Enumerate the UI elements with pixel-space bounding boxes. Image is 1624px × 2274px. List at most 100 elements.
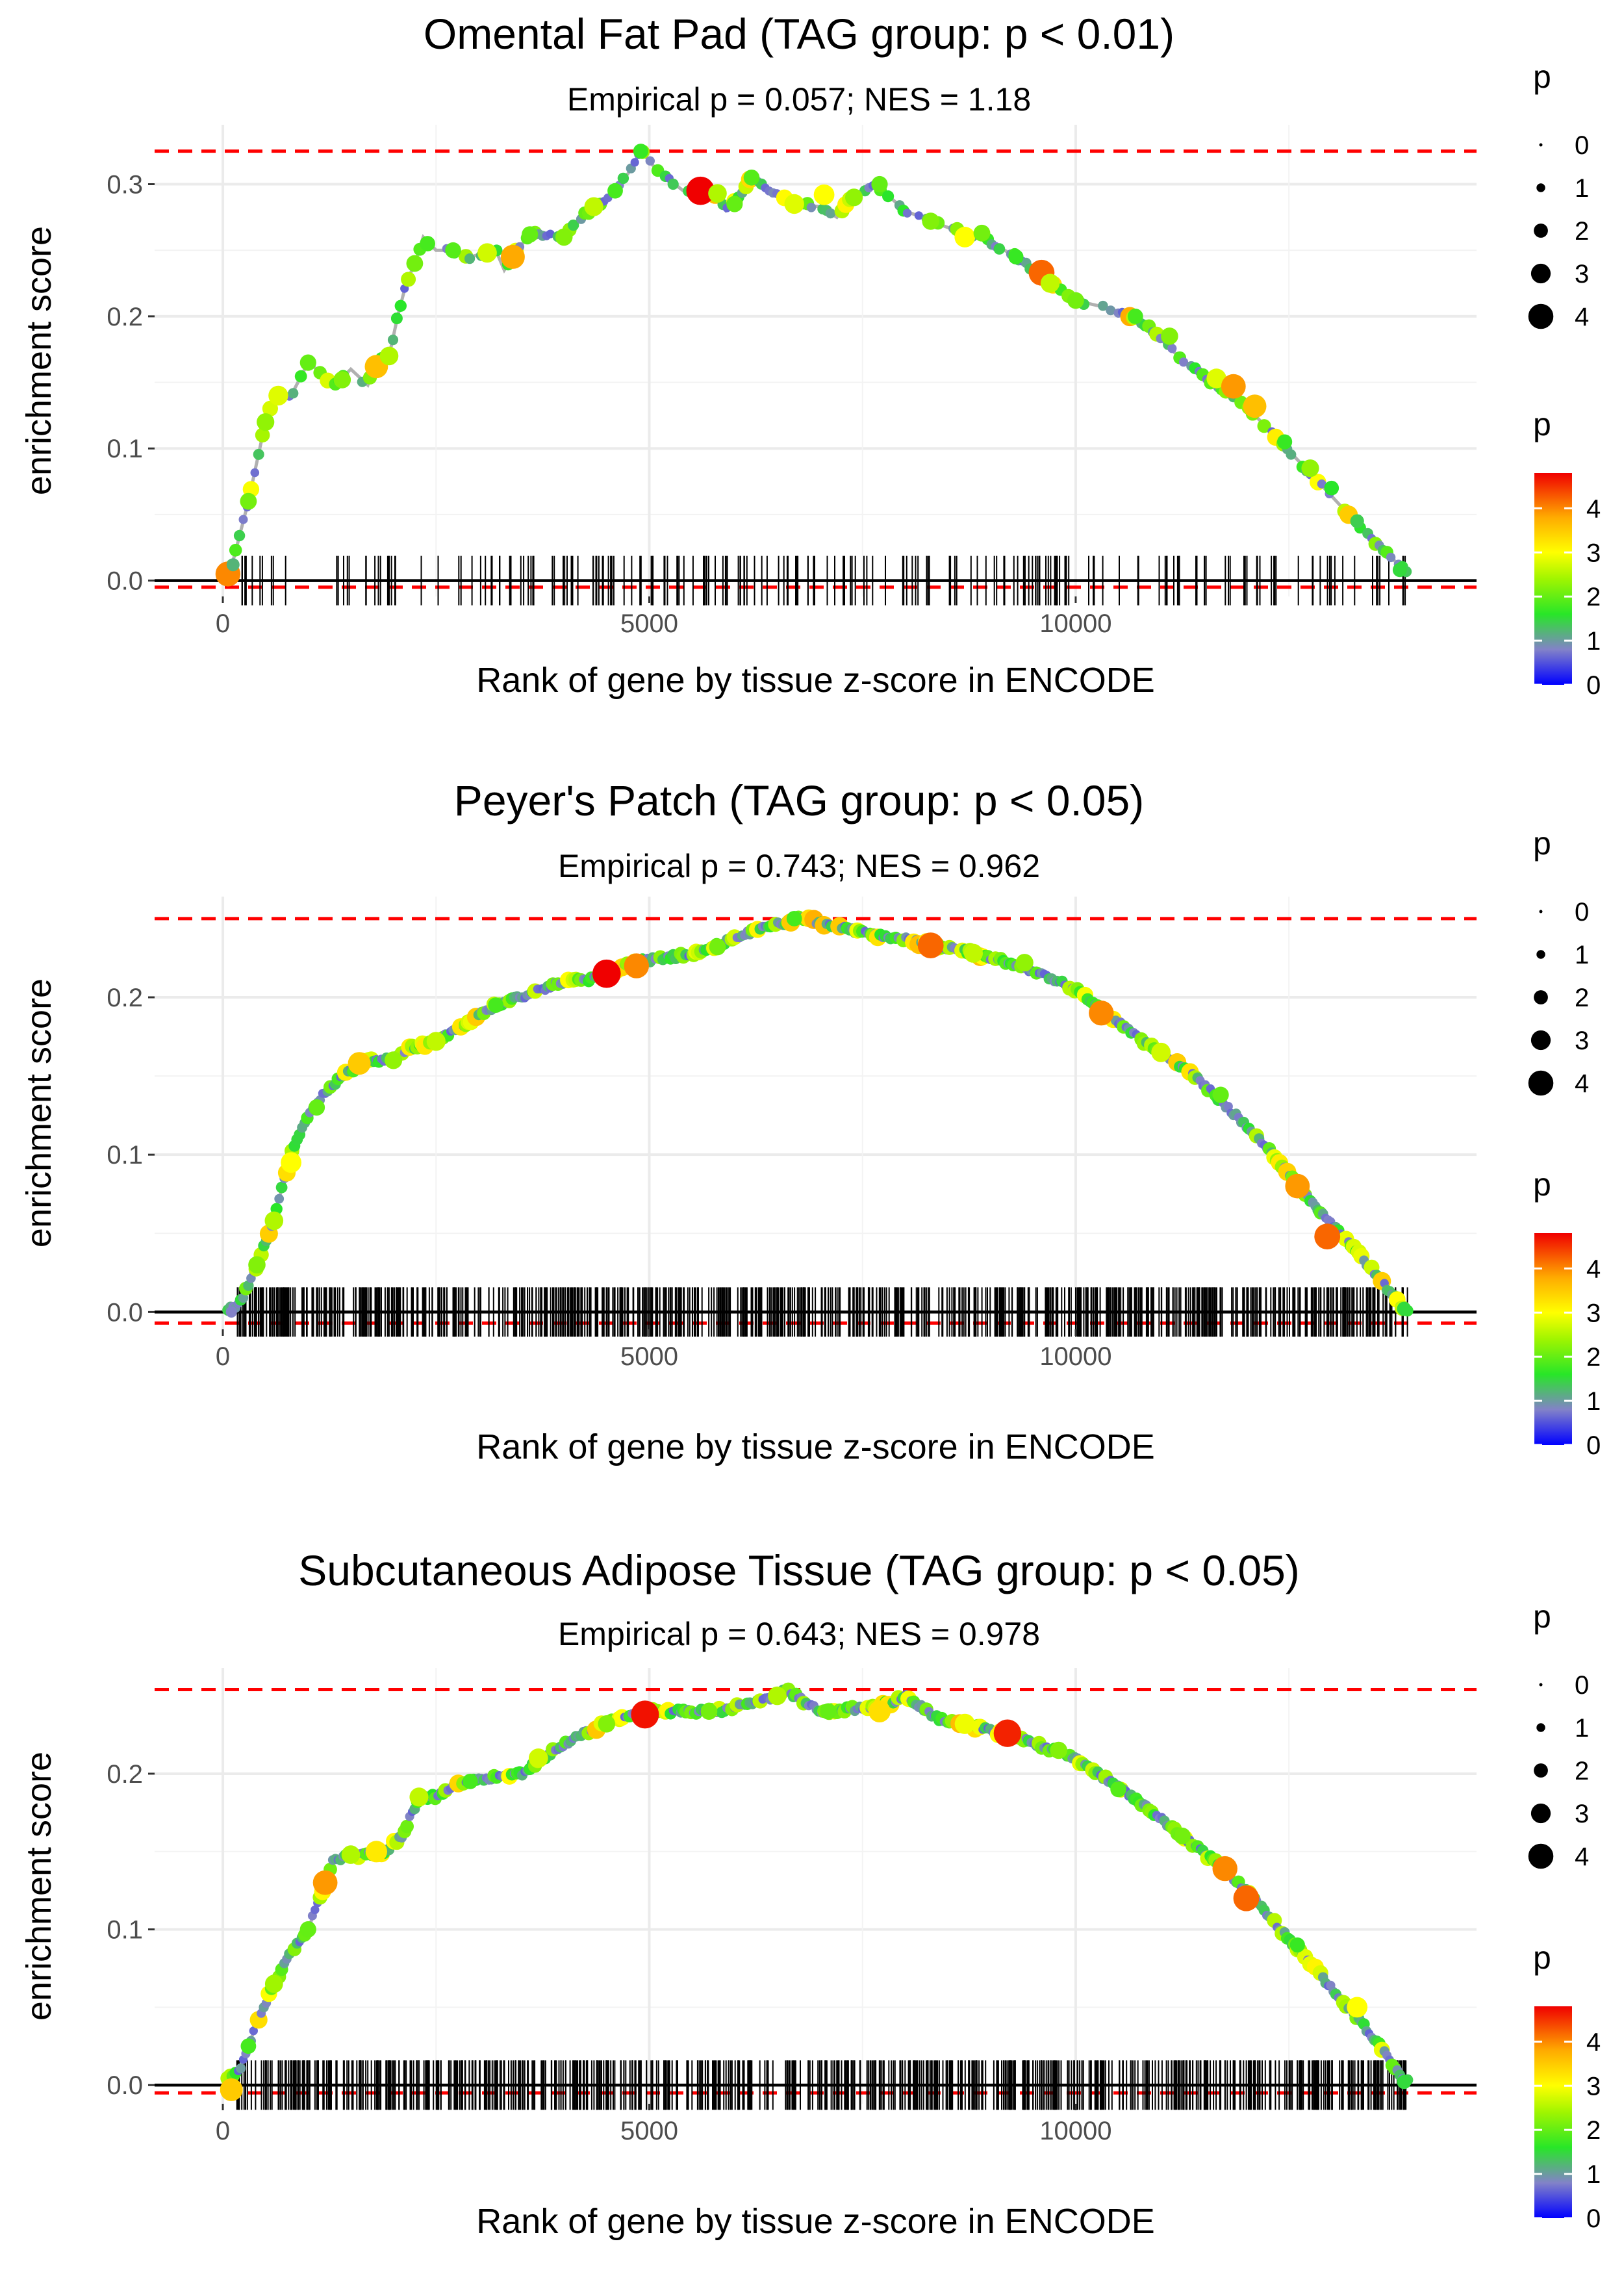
x-tick-label: 5000 bbox=[620, 1342, 678, 1371]
size-legend-title: p bbox=[1533, 58, 1551, 95]
size-legend-dot bbox=[1539, 1683, 1543, 1687]
hit-point bbox=[1285, 1173, 1310, 1199]
running-es-point bbox=[667, 178, 679, 190]
color-legend-title: p bbox=[1533, 406, 1551, 442]
running-es-point bbox=[262, 400, 278, 417]
chart-subtitle: Empirical p = 0.643; NES = 0.978 bbox=[558, 1616, 1040, 1652]
y-tick-label: 0.0 bbox=[107, 1298, 143, 1327]
hit-point bbox=[584, 197, 603, 216]
y-tick-label: 0.2 bbox=[107, 984, 143, 1012]
size-legend-title: p bbox=[1533, 825, 1551, 862]
hit-point bbox=[871, 175, 888, 193]
chart-subtitle: Empirical p = 0.743; NES = 0.962 bbox=[558, 848, 1040, 884]
hit-point bbox=[500, 244, 525, 269]
color-legend-label: 2 bbox=[1586, 583, 1601, 611]
x-tick-label: 5000 bbox=[620, 2117, 678, 2145]
hit-point bbox=[1015, 954, 1034, 972]
running-es-point bbox=[249, 2026, 258, 2036]
y-axis-label: enrichment score bbox=[19, 226, 58, 495]
chart-panel-1: Omental Fat Pad (TAG group: p < 0.01) Emp… bbox=[19, 10, 1601, 700]
hit-point bbox=[406, 255, 424, 272]
size-legend-label: 2 bbox=[1575, 984, 1589, 1012]
hit-point bbox=[385, 1051, 403, 1069]
hit-point bbox=[348, 1052, 371, 1075]
hit-point bbox=[426, 1032, 446, 1051]
hit-point bbox=[768, 1686, 787, 1706]
hit-point bbox=[743, 170, 760, 186]
running-es-point bbox=[1106, 305, 1116, 316]
hit-point bbox=[954, 227, 976, 248]
running-es-point bbox=[1178, 357, 1189, 367]
running-es-point bbox=[275, 1181, 288, 1194]
running-es-point bbox=[546, 229, 555, 238]
size-legend-dot bbox=[1528, 1070, 1554, 1096]
running-es-point bbox=[882, 190, 894, 203]
running-es-point bbox=[617, 172, 629, 185]
chart-panel-2: Peyer's Patch (TAG group: p < 0.05) Empir… bbox=[19, 776, 1601, 1466]
size-legend-label: 1 bbox=[1575, 1714, 1589, 1743]
hit-point bbox=[1392, 563, 1407, 578]
hit-point bbox=[631, 1700, 659, 1729]
running-es-point bbox=[233, 530, 246, 542]
hit-point bbox=[420, 236, 435, 251]
running-es-point bbox=[253, 448, 264, 460]
chart-title: Subcutaneous Adipose Tissue (TAG group: … bbox=[298, 1546, 1300, 1594]
x-tick-label: 0 bbox=[216, 1342, 230, 1371]
hit-point bbox=[708, 184, 727, 203]
hit-point bbox=[299, 1921, 316, 1938]
y-axis-label: enrichment score bbox=[19, 978, 58, 1247]
size-legend-label: 2 bbox=[1575, 1757, 1589, 1785]
size-legend-dot bbox=[1536, 950, 1545, 959]
hit-point bbox=[240, 2038, 257, 2054]
hit-point bbox=[1301, 459, 1319, 478]
color-legend-bar bbox=[1534, 2006, 1572, 2218]
color-legend-label: 4 bbox=[1586, 2028, 1601, 2056]
hit-point bbox=[869, 1700, 891, 1723]
running-es-point bbox=[236, 2063, 246, 2074]
hit-point bbox=[1067, 292, 1084, 309]
color-legend-label: 3 bbox=[1586, 2072, 1601, 2101]
hit-point bbox=[1314, 1223, 1341, 1249]
hit-point bbox=[555, 228, 573, 246]
hit-point bbox=[1350, 514, 1364, 528]
size-legend-label: 0 bbox=[1575, 131, 1589, 160]
hit-point bbox=[248, 1256, 266, 1273]
hit-point bbox=[1243, 394, 1267, 418]
color-legend-label: 4 bbox=[1586, 1255, 1601, 1283]
hit-point bbox=[257, 413, 275, 431]
hit-point bbox=[813, 184, 835, 205]
running-es-point bbox=[288, 388, 299, 399]
hit-point bbox=[299, 354, 316, 371]
running-es-point bbox=[229, 544, 242, 557]
hit-point bbox=[954, 1713, 975, 1734]
hit-point bbox=[528, 1748, 548, 1768]
size-legend-dot bbox=[1534, 1763, 1548, 1778]
running-es-point bbox=[1167, 344, 1177, 353]
chart-title: Omental Fat Pad (TAG group: p < 0.01) bbox=[424, 10, 1174, 58]
hit-point bbox=[477, 243, 497, 263]
x-tick-label: 10000 bbox=[1039, 2117, 1111, 2145]
chart-title: Peyer's Patch (TAG group: p < 0.05) bbox=[454, 776, 1144, 824]
hit-point bbox=[993, 1719, 1022, 1747]
hit-point bbox=[1127, 309, 1143, 324]
hit-point bbox=[1206, 368, 1226, 389]
running-es-point bbox=[394, 300, 407, 312]
color-legend-label: 0 bbox=[1586, 1431, 1601, 1460]
hit-point bbox=[445, 242, 461, 259]
x-tick-label: 10000 bbox=[1039, 609, 1111, 638]
hit-point bbox=[220, 2078, 243, 2101]
size-legend-label: 1 bbox=[1575, 174, 1589, 203]
hit-point bbox=[786, 911, 802, 926]
hit-point bbox=[963, 943, 983, 963]
color-legend-label: 0 bbox=[1586, 671, 1601, 700]
size-legend-dot bbox=[1528, 1843, 1554, 1869]
hit-point bbox=[1174, 1827, 1191, 1845]
x-axis-label: Rank of gene by tissue z-score in ENCODE bbox=[476, 1427, 1154, 1466]
color-legend-title: p bbox=[1533, 1939, 1551, 1976]
hit-point bbox=[1289, 1937, 1305, 1953]
running-es-point bbox=[294, 370, 307, 383]
y-tick-label: 0.1 bbox=[107, 1141, 143, 1169]
size-legend-label: 4 bbox=[1575, 1843, 1589, 1871]
hit-point bbox=[522, 226, 539, 243]
